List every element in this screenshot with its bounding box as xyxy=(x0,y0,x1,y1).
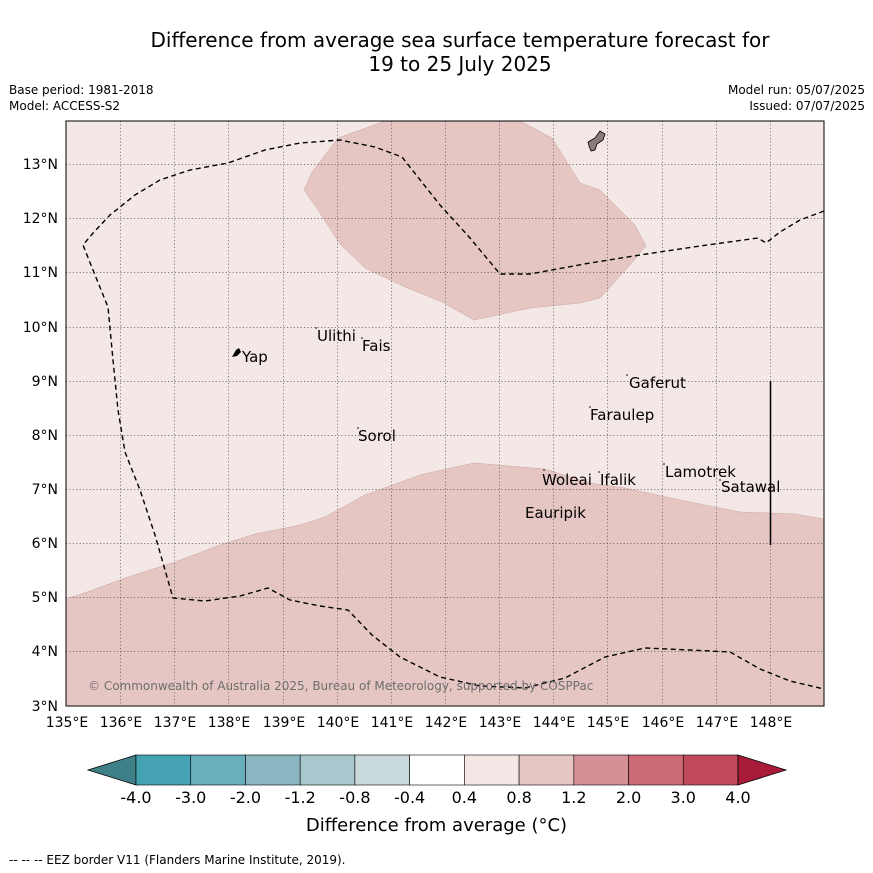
lat-tick-6: 6°N xyxy=(32,536,58,552)
lat-tick-5: 5°N xyxy=(32,590,58,606)
title-line-1: Difference from average sea surface temp… xyxy=(150,28,770,52)
lat-tick-12: 12°N xyxy=(23,211,58,227)
lat-tick-7: 7°N xyxy=(32,482,58,498)
lon-tick-140: 140°E xyxy=(317,715,360,731)
island-label-yap: Yap xyxy=(241,348,268,366)
colorbar-bin xyxy=(682,754,739,786)
colorbar-tick-label: -0.8 xyxy=(339,788,370,807)
base-period: Base period: 1981-2018 xyxy=(9,83,154,97)
island-label-ifalik: Ifalik xyxy=(600,471,636,489)
island-label-woleai: Woleai xyxy=(542,471,592,489)
lon-tick-137: 137°E xyxy=(154,715,197,731)
island-markers xyxy=(315,327,721,481)
colorbar-bin xyxy=(518,754,575,786)
lon-tick-145: 145°E xyxy=(587,715,630,731)
lat-tick-3: 3°N xyxy=(32,699,58,715)
map-copyright: © Commonwealth of Australia 2025, Bureau… xyxy=(88,679,593,693)
island-label-faraulep: Faraulep xyxy=(590,406,654,424)
island-label-eauripik: Eauripik xyxy=(525,504,586,522)
map-frame xyxy=(65,120,825,707)
issued-date: Issued: 07/07/2025 xyxy=(749,99,865,113)
colorbar-ticks: -4.0 -3.0 -2.0 -1.2 -0.8 -0.4 0.4 0.8 1.2 2.0 3.0 4… xyxy=(120,788,750,807)
yap-island xyxy=(232,348,241,357)
warm-anomaly-north xyxy=(303,121,647,321)
lon-tick-141: 141°E xyxy=(371,715,414,731)
lon-tick-148: 148°E xyxy=(750,715,793,731)
warm-anomaly-south xyxy=(66,462,824,706)
eez-legend-note: -- -- -- EEZ border V11 (Flanders Marine… xyxy=(9,853,346,867)
island-label-fais: Fais xyxy=(362,337,391,355)
colorbar-bin xyxy=(135,754,192,786)
lon-tick-138: 138°E xyxy=(208,715,251,731)
lat-tick-8: 8°N xyxy=(32,428,58,444)
colorbar-bin xyxy=(190,754,246,786)
lon-tick-136: 136°E xyxy=(100,715,143,731)
island-label-satawal: Satawal xyxy=(721,478,780,496)
lon-tick-147: 147°E xyxy=(696,715,739,731)
colorbar-tick-label: -4.0 xyxy=(120,788,151,807)
eez-border xyxy=(82,139,824,690)
island-label-gaferut: Gaferut xyxy=(629,374,686,392)
colorbar-tick-label: 4.0 xyxy=(725,788,750,807)
island-label-sorol: Sorol xyxy=(358,427,396,445)
lat-gridlines xyxy=(66,164,824,652)
lat-tick-9: 9°N xyxy=(32,374,58,390)
colorbar-tick-label: 0.4 xyxy=(452,788,477,807)
colorbar-extend-low xyxy=(86,754,137,786)
colorbar-tick-label: 1.2 xyxy=(561,788,586,807)
lon-tick-143: 143°E xyxy=(479,715,522,731)
colorbar-tick-label: -3.0 xyxy=(175,788,206,807)
guam-island xyxy=(587,130,606,152)
title-line-2: 19 to 25 July 2025 xyxy=(368,52,552,76)
model-run: Model run: 05/07/2025 xyxy=(727,83,865,97)
colorbar-bin xyxy=(573,754,629,786)
lat-tick-11: 11°N xyxy=(23,265,58,281)
island-label-ulithi: Ulithi xyxy=(317,327,356,345)
lat-tick-13: 13°N xyxy=(23,157,58,173)
island-label-lamotrek: Lamotrek xyxy=(665,463,736,481)
colorbar-extend-high xyxy=(737,754,788,786)
lat-tick-4: 4°N xyxy=(32,644,58,660)
colorbar-bin xyxy=(409,754,465,786)
colorbar-bin xyxy=(464,754,520,786)
colorbar-bin xyxy=(354,754,410,786)
lat-tick-10: 10°N xyxy=(23,320,58,336)
model-name: Model: ACCESS-S2 xyxy=(9,99,121,113)
colorbar-bin xyxy=(628,754,684,786)
lon-tick-146: 146°E xyxy=(642,715,685,731)
colorbar-tick-label: 0.8 xyxy=(506,788,531,807)
colorbar-bin xyxy=(245,754,301,786)
lon-tick-139: 139°E xyxy=(263,715,306,731)
colorbar-tick-label: 2.0 xyxy=(616,788,641,807)
colorbar-label: Difference from average (°C) xyxy=(305,815,568,836)
colorbar-tick-label: -1.2 xyxy=(285,788,316,807)
colorbar-tick-label: 3.0 xyxy=(671,788,696,807)
colorbar-tick-label: -2.0 xyxy=(230,788,261,807)
colorbar xyxy=(86,754,788,786)
lon-tick-135: 135°E xyxy=(46,715,89,731)
lon-tick-142: 142°E xyxy=(425,715,468,731)
colorbar-tick-label: -0.4 xyxy=(394,788,425,807)
colorbar-bin xyxy=(299,754,356,786)
lon-tick-144: 144°E xyxy=(533,715,576,731)
